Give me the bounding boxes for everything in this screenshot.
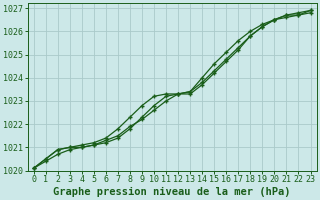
X-axis label: Graphe pression niveau de la mer (hPa): Graphe pression niveau de la mer (hPa) (53, 186, 291, 197)
